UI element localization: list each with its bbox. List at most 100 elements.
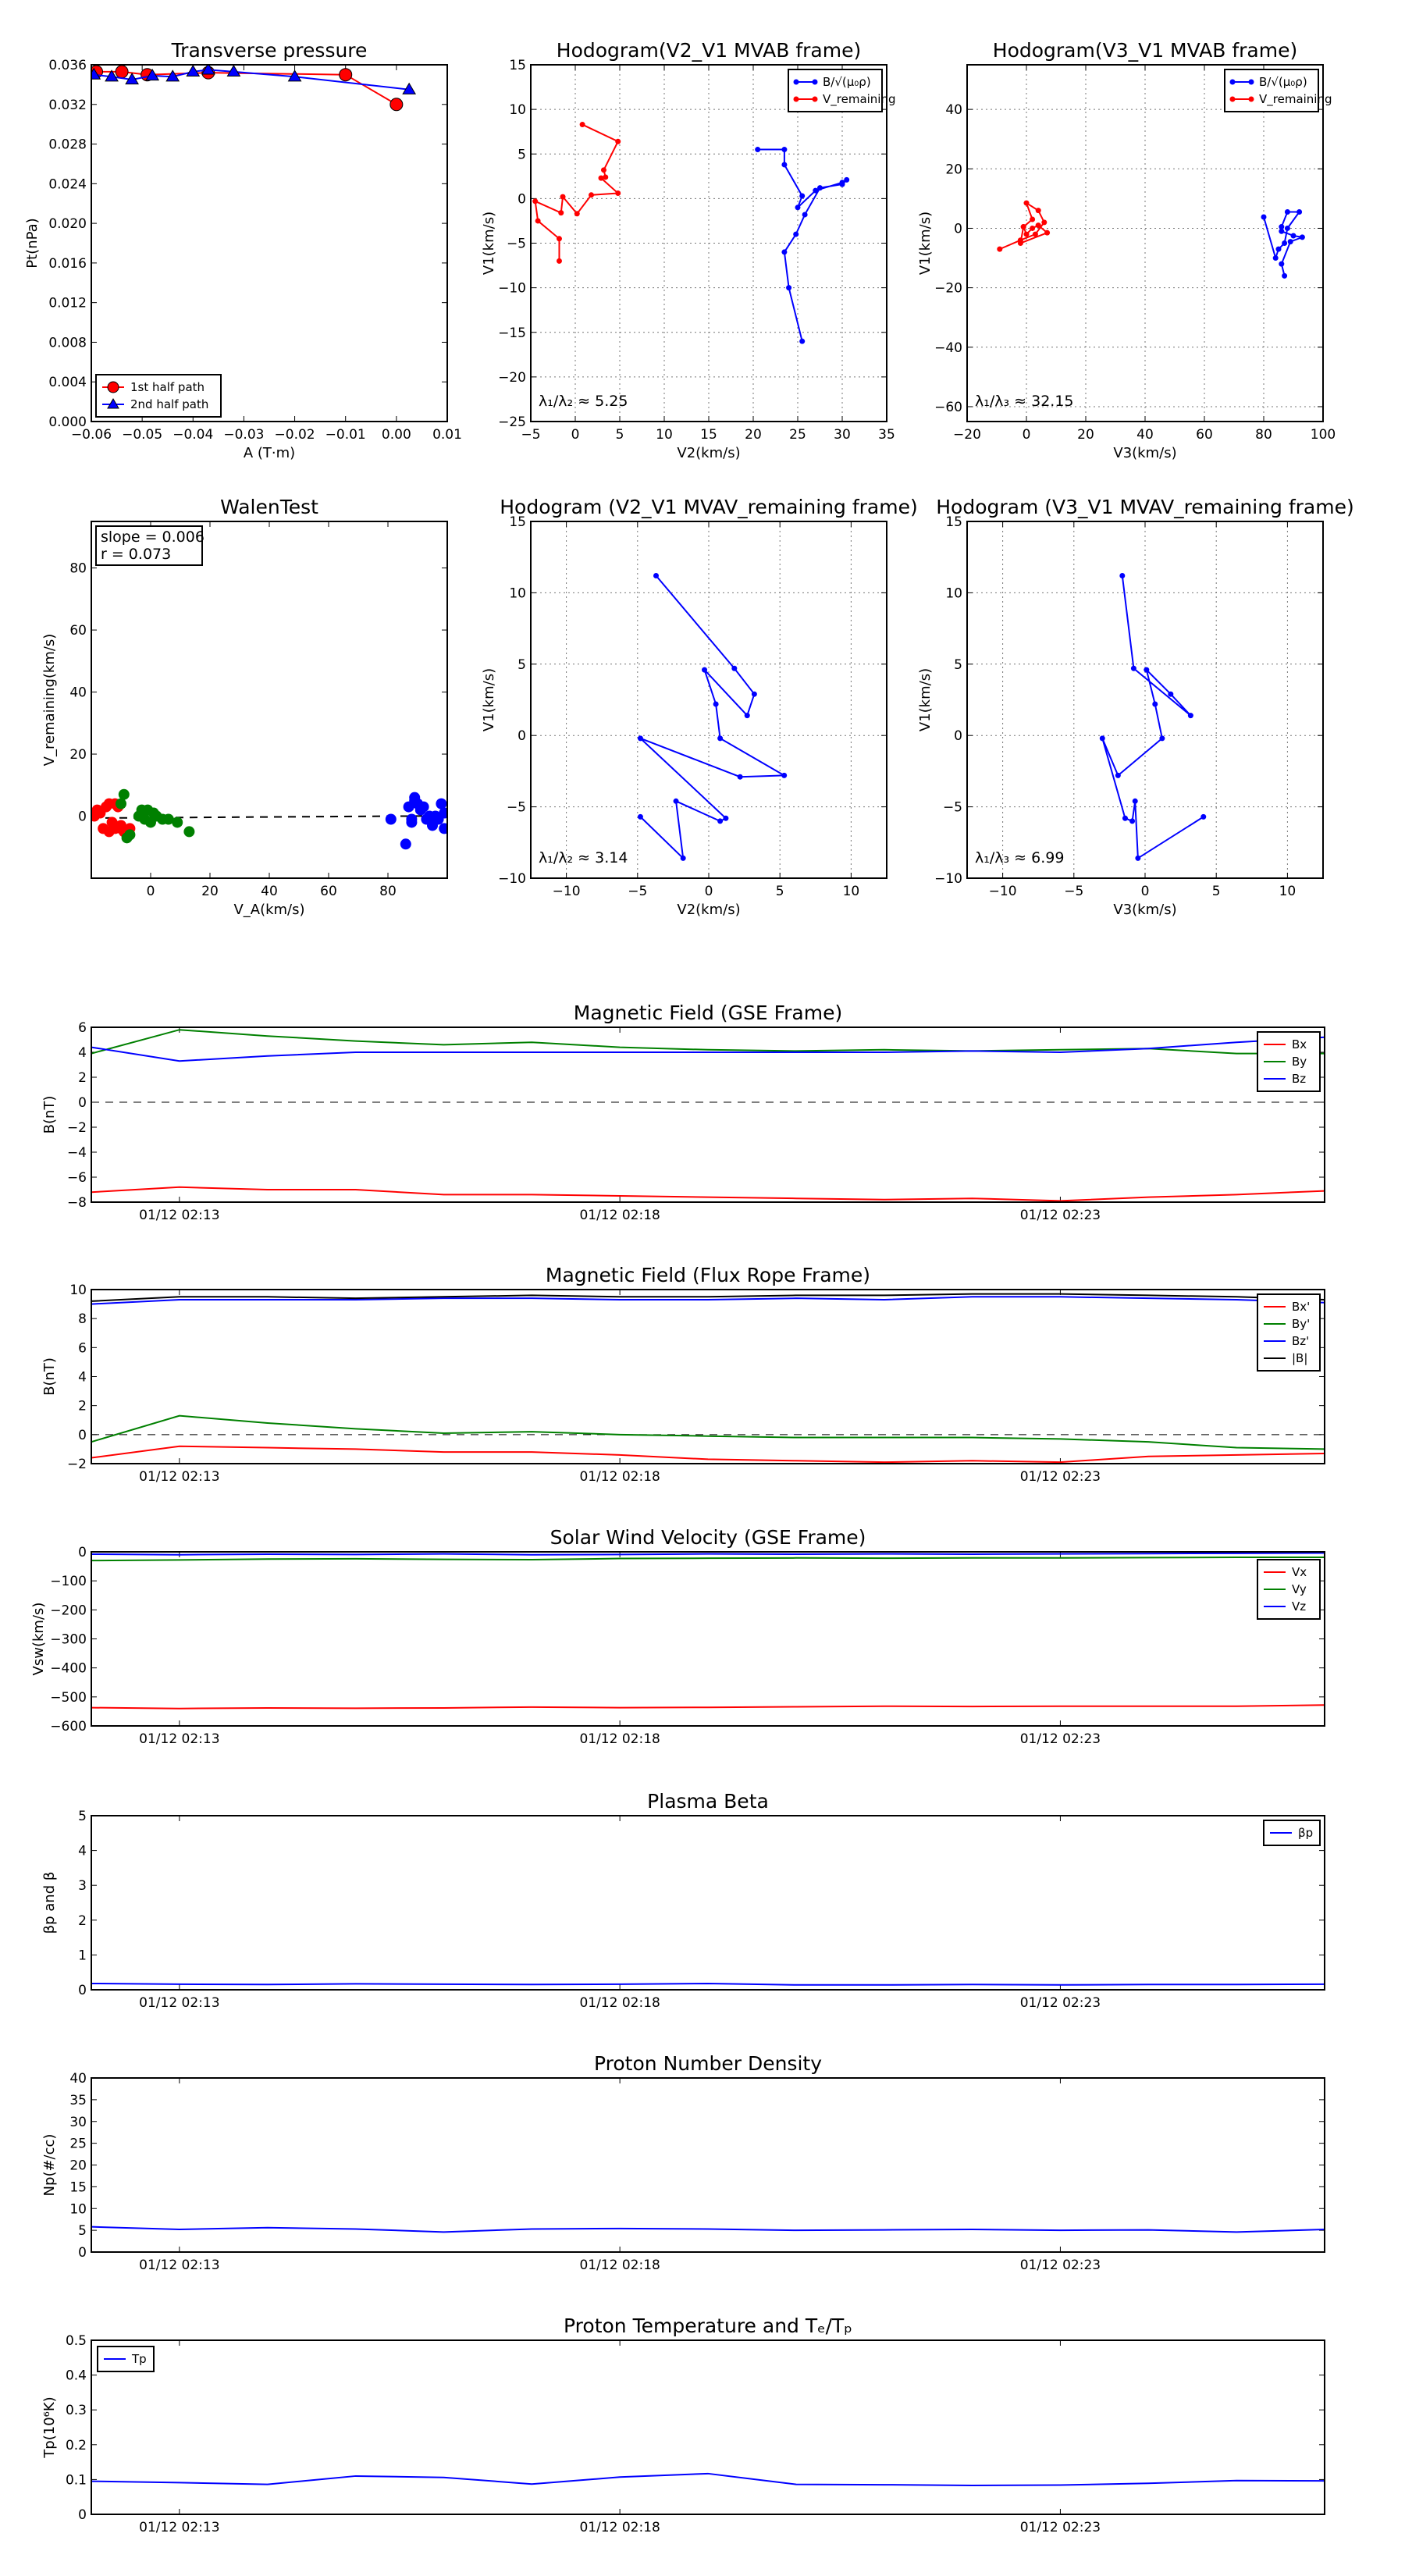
data-point [1099,735,1105,742]
x-tick-label: −0.03 [223,427,264,443]
annotation-text: λ₁/λ₃ ≈ 32.15 [975,393,1074,410]
data-layer [532,122,850,344]
plot-frame [966,521,1324,879]
data-point [165,69,180,82]
y-tick-label: 15 [69,2179,87,2195]
data-point [702,667,708,673]
legend-label: Bx [1292,1037,1307,1051]
data-point [844,176,850,183]
y-tick-label: 0.036 [48,58,87,73]
y-tick-label: 1 [78,1948,87,1963]
y-tick-label: −10 [498,871,526,887]
x-tick-label: 01/12 02:13 [139,1469,219,1485]
chart-title: Plasma Beta [647,1790,769,1813]
data-point [339,68,353,82]
chart-title: Hodogram(V2_V1 MVAB frame) [557,39,861,62]
data-layer [91,1982,1325,1986]
data-point [1135,855,1141,861]
data-point [1152,701,1158,707]
data-layer [91,2472,1325,2486]
x-tick-label: 01/12 02:18 [579,1995,660,2011]
x-tick-label: −10 [553,884,581,899]
x-tick-label: 01/12 02:18 [579,1469,660,1485]
plot-frame [530,521,887,879]
y-tick-label: −25 [498,415,526,430]
data-point [786,285,792,291]
y-tick-label: 10 [509,585,526,601]
y-tick-label: 5 [518,657,526,673]
legend-label: B/√(μ₀ρ) [823,75,871,89]
legend-box [788,69,883,112]
data-point [793,231,799,237]
data-point [1284,209,1290,215]
annotation-text: λ₁/λ₂ ≈ 5.25 [539,393,628,410]
y-tick-label: 10 [69,2201,87,2217]
x-tick-label: −0.01 [325,427,366,443]
legend-label: B/√(μ₀ρ) [1259,75,1307,89]
y-tick-label: 4 [78,1045,87,1061]
y-tick-label: 0.1 [66,2472,87,2488]
x-tick-label: 01/12 02:18 [579,2520,660,2535]
legend: βp [1263,1820,1321,1846]
legend-label: βp [1298,1826,1313,1840]
data-point [1282,240,1288,246]
data-point [1132,798,1138,804]
plot-frame [91,2339,1325,2515]
chart-title: Magnetic Field (GSE Frame) [574,1002,842,1024]
data-point [124,829,136,841]
legend: Vx Vy Vz [1257,1559,1321,1620]
y-tick-label: 6 [78,1020,87,1036]
chart-title: Hodogram (V3_V1 MVAV_remaining frame) [936,496,1354,518]
x-tick-label: 01/12 02:23 [1020,1731,1101,1747]
y-tick-label: 35 [69,2093,87,2108]
legend-marker [1248,96,1254,102]
y-axis-label: V1(km/s) [481,212,497,275]
data-point [1017,240,1023,246]
y-tick-label: −10 [498,281,526,297]
data-point [1168,691,1174,697]
data-point [731,665,738,671]
plot-frame [91,521,448,879]
x-tick-label: −0.04 [173,427,213,443]
data-point [162,813,174,825]
y-tick-label: −500 [50,1690,87,1706]
data-point [1044,229,1051,236]
legend-label: V_remaining [823,92,896,107]
annotation-text: λ₁/λ₂ ≈ 3.14 [539,849,628,866]
data-layer [91,788,447,850]
data-point [1272,255,1279,262]
y-tick-label: −100 [50,1574,87,1589]
x-tick-label: −5 [628,884,647,899]
data-point [116,798,126,809]
legend-marker [793,79,799,85]
legend-marker [107,381,119,393]
data-point [1287,239,1293,245]
y-tick-label: 40 [69,2071,87,2087]
legend: 1st half path 2nd half path [95,374,222,418]
legend-marker [1229,79,1236,85]
plot-frame [966,64,1324,422]
y-tick-label: 0.008 [48,335,87,350]
x-tick-label: 30 [834,427,851,443]
y-tick-label: 40 [69,685,87,701]
y-tick-label: −4 [67,1145,87,1161]
x-axis-label: V3(km/s) [1113,902,1176,918]
plot-frame [91,1289,1325,1464]
y-tick-label: 5 [78,2223,87,2239]
data-point [1279,261,1285,267]
legend: Bx' By' Bz' |B| [1257,1293,1321,1372]
data-point [436,798,447,809]
series-line-0 [1101,575,1204,860]
y-tick-label: 2 [78,1070,87,1086]
data-point [600,167,606,173]
y-tick-label: 0.012 [48,296,87,311]
data-point [1130,665,1136,671]
x-tick-label: 01/12 02:23 [1020,1469,1101,1485]
chart-title: Hodogram (V2_V1 MVAV_remaining frame) [500,496,918,518]
y-tick-label: 0 [78,1545,87,1560]
plot-frame [91,1026,1325,1203]
legend-label: Vy [1292,1582,1307,1596]
chart-hodo_v3_rem: Hodogram (V3_V1 MVAV_remaining frame) −10… [917,496,1354,918]
y-tick-label: 0.020 [48,216,87,232]
legend-label: Vx [1292,1565,1307,1579]
